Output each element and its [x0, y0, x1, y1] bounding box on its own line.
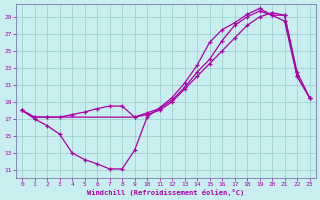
X-axis label: Windchill (Refroidissement éolien,°C): Windchill (Refroidissement éolien,°C) [87, 189, 244, 196]
